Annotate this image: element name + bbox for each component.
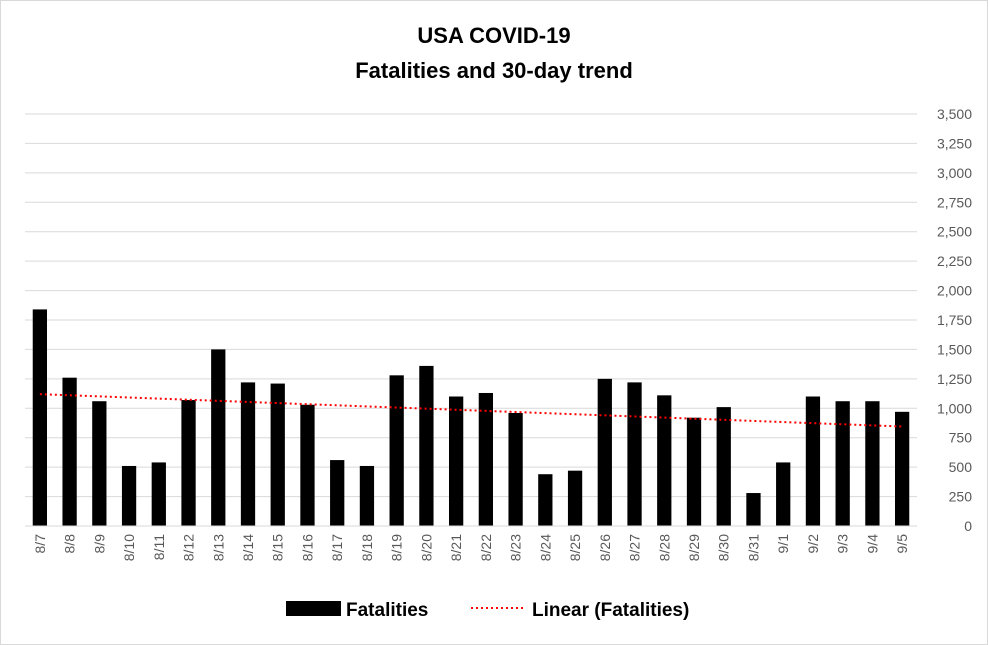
- x-tick-label: 9/2: [805, 534, 821, 554]
- x-tick-label: 8/23: [508, 534, 524, 561]
- y-tick-label: 3,500: [937, 106, 972, 122]
- x-tick-label: 8/29: [686, 534, 702, 561]
- bar-8-25: [567, 470, 583, 526]
- x-tick-label: 8/20: [418, 534, 434, 561]
- y-tick-label: 2,000: [937, 283, 972, 299]
- chart-subtitle: Fatalities and 30-day trend: [355, 58, 633, 83]
- x-tick-label: 8/8: [62, 534, 78, 554]
- bar-8-8: [62, 377, 77, 526]
- x-tick-label: 8/11: [151, 534, 167, 560]
- y-tick-label: 3,000: [937, 165, 972, 181]
- x-tick-label: 8/19: [389, 534, 405, 561]
- y-tick-label: 2,500: [937, 224, 972, 240]
- trendline-linear-fatalities: [39, 393, 903, 428]
- legend-swatch-fatalities: [286, 601, 341, 616]
- bar-8-7: [32, 309, 48, 526]
- bar-8-12: [181, 400, 196, 526]
- x-axis-tick-labels: 8/7 8/8 8/9 8/10 8/11 8/12 8/13 8/14 8/15 8/16 8/1…: [32, 534, 910, 561]
- x-tick-label: 8/21: [448, 534, 464, 561]
- y-tick-label: 2,750: [937, 194, 972, 210]
- x-tick-label: 9/4: [864, 534, 880, 554]
- x-tick-label: 8/12: [181, 534, 197, 561]
- bar-9-2: [805, 396, 821, 526]
- y-tick-label: 3,250: [937, 135, 972, 151]
- bar-8-26: [597, 378, 612, 526]
- x-tick-label: 8/17: [329, 534, 345, 561]
- y-tick-label: 500: [949, 459, 973, 475]
- x-tick-label: 9/5: [894, 534, 910, 554]
- bar-8-29: [686, 417, 702, 526]
- x-tick-label: 8/22: [478, 534, 494, 561]
- bar-8-11: [151, 462, 166, 526]
- y-axis-tick-labels: 0 250 500 750 1,000 1,250 1,500 1,750 2,000 2,250…: [937, 106, 972, 534]
- bar-8-28: [657, 395, 672, 526]
- y-tick-label: 0: [964, 518, 972, 534]
- bar-series-fatalities: [32, 309, 910, 526]
- x-tick-label: 8/13: [210, 534, 226, 561]
- bar-8-13: [211, 349, 226, 526]
- legend: Fatalities Linear (Fatalities): [286, 600, 689, 621]
- bar-8-27: [627, 382, 642, 526]
- bar-8-16: [300, 404, 315, 526]
- x-tick-label: 8/26: [597, 534, 613, 561]
- x-tick-label: 8/16: [299, 534, 315, 561]
- y-tick-label: 250: [949, 489, 973, 505]
- bar-8-30: [716, 407, 731, 526]
- y-tick-label: 1,000: [937, 400, 972, 416]
- bar-9-1: [776, 462, 791, 526]
- x-tick-label: 8/10: [121, 534, 137, 561]
- x-tick-label: 8/7: [32, 534, 48, 554]
- bar-8-9: [92, 401, 107, 526]
- y-tick-label: 1,250: [937, 371, 972, 387]
- y-tick-label: 750: [949, 430, 973, 446]
- bar-9-4: [865, 401, 880, 526]
- x-tick-label: 8/28: [656, 534, 672, 561]
- y-tick-label: 2,250: [937, 253, 972, 269]
- bar-8-17: [330, 460, 345, 526]
- x-tick-label: 8/18: [359, 534, 375, 561]
- x-tick-label: 9/3: [835, 534, 851, 554]
- x-tick-label: 8/15: [270, 534, 286, 561]
- y-tick-label: 1,500: [937, 341, 972, 357]
- x-tick-label: 8/27: [627, 534, 643, 561]
- y-tick-label: 1,750: [937, 312, 972, 328]
- x-tick-label: 8/9: [91, 534, 107, 554]
- bar-8-24: [538, 474, 553, 526]
- chart-title: USA COVID-19: [417, 23, 571, 48]
- bar-9-3: [835, 401, 850, 526]
- x-tick-label: 8/24: [537, 534, 553, 561]
- bar-8-19: [389, 375, 404, 526]
- bar-8-18: [359, 465, 375, 526]
- legend-label-trendline: Linear (Fatalities): [532, 600, 689, 621]
- legend-label-fatalities: Fatalities: [346, 600, 428, 621]
- bar-9-5: [894, 411, 910, 526]
- gridlines: [25, 113, 917, 498]
- x-tick-label: 8/30: [716, 534, 732, 561]
- bar-8-21: [448, 396, 464, 526]
- x-tick-label: 9/1: [775, 534, 791, 554]
- bar-8-20: [419, 365, 434, 526]
- bar-8-22: [478, 392, 494, 526]
- x-tick-label: 8/25: [567, 534, 583, 561]
- x-tick-label: 8/31: [745, 534, 761, 561]
- bar-8-14: [240, 382, 256, 526]
- bar-8-15: [270, 383, 285, 526]
- x-tick-label: 8/14: [240, 534, 256, 561]
- bar-8-31: [746, 493, 761, 526]
- bar-8-23: [508, 412, 523, 526]
- bar-8-10: [121, 465, 137, 526]
